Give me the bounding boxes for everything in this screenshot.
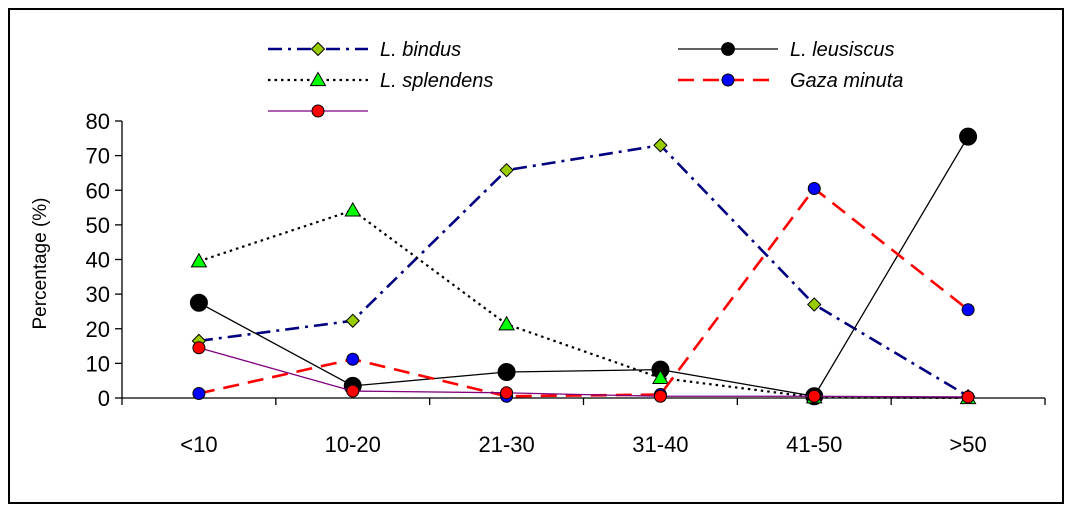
- y-tick-label: 0: [98, 386, 110, 411]
- legend-item: L. splendens: [268, 70, 493, 92]
- x-tick-label: <10: [180, 432, 217, 457]
- series-line: [198, 347, 969, 398]
- series-line: [198, 136, 969, 397]
- x-tick-label: 31-40: [632, 432, 688, 457]
- data-point: [652, 369, 669, 385]
- legend: L. bindus L. leusiscus L. splendens Gaza mi…: [268, 39, 903, 118]
- y-tick-label: 10: [86, 351, 110, 376]
- data-point: [653, 389, 667, 403]
- legend-item: [268, 104, 368, 118]
- series-line: [198, 143, 969, 398]
- chart-frame: [8, 8, 1064, 504]
- legend-marker: [310, 41, 326, 57]
- legend-label: L. leusiscus: [790, 39, 895, 61]
- data-point: [807, 389, 821, 403]
- series-5: [192, 341, 975, 404]
- y-axis-title: Percentage (%): [30, 197, 51, 329]
- legend-label: L. bindus: [380, 39, 461, 61]
- y-tick-label: 70: [86, 144, 110, 169]
- y-tick-label: 60: [86, 178, 110, 203]
- data-point: [344, 201, 362, 217]
- y-tick-label: 80: [86, 109, 110, 134]
- data-point: [345, 313, 360, 328]
- x-tick-label: 10-20: [325, 432, 381, 457]
- data-point: [346, 384, 360, 398]
- data-point: [497, 363, 516, 382]
- legend-label: Gaza minuta: [790, 70, 903, 92]
- data-point: [653, 138, 668, 153]
- legend-item: L. leusiscus: [678, 39, 895, 61]
- data-point: [189, 293, 208, 312]
- data-point: [807, 182, 821, 196]
- data-point: [499, 162, 514, 178]
- legend-marker: [309, 71, 327, 87]
- y-tick-label: 50: [86, 213, 110, 238]
- series-line: [198, 209, 969, 400]
- series-line: [198, 187, 969, 398]
- data-point: [807, 297, 822, 312]
- legend-item: Gaza minuta: [678, 70, 903, 92]
- x-tick-label: >50: [949, 432, 986, 457]
- data-point: [500, 386, 514, 400]
- data-point: [498, 315, 515, 331]
- data-point: [190, 252, 208, 268]
- data-point: [192, 386, 206, 400]
- y-tick-label: 40: [86, 248, 110, 273]
- data-point: [959, 127, 978, 146]
- plot-area: 0 10 20 30 40 50 60 70 80 <10 10-20 21-30 31-40 41-50…: [86, 109, 1046, 457]
- data-point: [961, 303, 975, 317]
- y-tick-label: 30: [86, 282, 110, 307]
- x-tick-label: 21-30: [478, 432, 534, 457]
- data-point: [961, 390, 975, 404]
- y-tick-label: 20: [86, 317, 110, 342]
- legend-label: L. splendens: [380, 70, 493, 92]
- data-point: [346, 352, 360, 366]
- legend-marker: [311, 104, 325, 118]
- legend-item: L. bindus: [268, 39, 461, 61]
- data-point: [192, 341, 206, 355]
- x-tick-label: 41-50: [786, 432, 842, 457]
- legend-marker: [721, 73, 735, 87]
- legend-marker: [721, 42, 735, 56]
